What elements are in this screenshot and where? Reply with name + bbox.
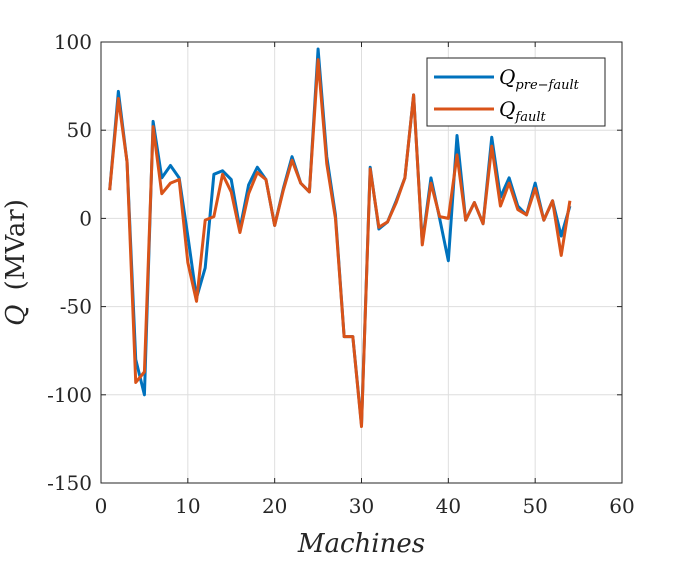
y-axis-label-unit: (MVar) <box>1 199 31 290</box>
series-lines <box>108 47 572 429</box>
series-line-fault <box>108 58 572 429</box>
x-axis-label: Machines <box>297 529 425 559</box>
legend-entry-symbol: Q <box>499 97 515 121</box>
legend-entry: Qpre−fault <box>499 65 580 93</box>
y-axis-label: Q (MVar) <box>1 199 31 326</box>
y-axis-label-symbol: Q <box>1 305 31 326</box>
y-tick-label: 0 <box>79 206 92 230</box>
legend-entry-subscript: pre−fault <box>515 78 579 93</box>
y-tick-label: -50 <box>60 295 92 319</box>
legend-box <box>426 57 606 127</box>
legend-entry: Qfault <box>499 97 546 125</box>
x-tick-label: 20 <box>262 494 287 518</box>
y-tick-label: 50 <box>67 118 92 142</box>
legend-entry-subscript: fault <box>514 110 546 125</box>
legend-entry-symbol: Q <box>499 65 515 89</box>
ticks: 0 10 20 30 40 50 60 100 50 0 -50 -100 -150 <box>47 30 635 518</box>
x-tick-label: 60 <box>609 494 634 518</box>
x-tick-label: 50 <box>522 494 547 518</box>
svg-text:Q (MVar): Q (MVar) <box>1 199 31 326</box>
x-tick-label: 0 <box>95 494 108 518</box>
x-tick-label: 40 <box>436 494 461 518</box>
x-tick-label: 30 <box>349 494 374 518</box>
y-tick-label: -150 <box>47 471 92 495</box>
y-tick-label: -100 <box>47 383 92 407</box>
x-tick-label: 10 <box>175 494 200 518</box>
y-tick-label: 100 <box>54 30 92 54</box>
